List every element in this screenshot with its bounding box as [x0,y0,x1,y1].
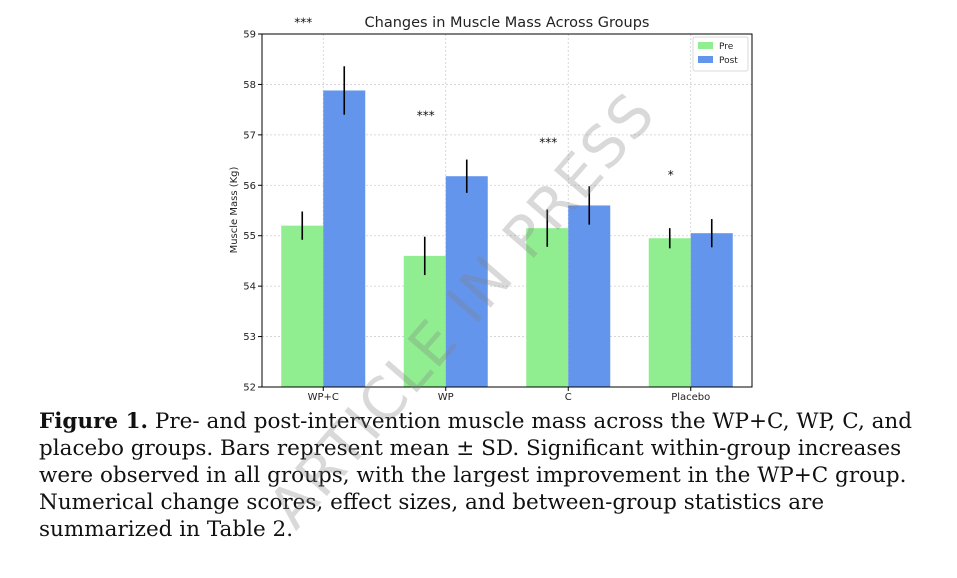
bar-post-placebo [690,233,733,387]
significance-marker: *** [417,109,435,123]
figure-caption: Figure 1. Pre- and post-intervention mus… [39,408,939,543]
y-tick-label: 55 [243,231,256,242]
y-tick-label: 56 [243,181,256,192]
bar-pre-c [526,228,569,387]
legend-swatch-post [698,56,713,63]
y-tick-label: 52 [243,383,256,394]
y-tick-label: 53 [243,332,256,343]
y-tick-label: 59 [243,30,256,41]
bar-post-c [568,205,611,387]
significance-marker: *** [294,15,312,29]
x-tick-label: WP+C [308,392,339,400]
bar-post-wpc [323,90,366,387]
legend-label-post: Post [719,56,738,66]
x-tick-label: WP [438,392,454,400]
y-axis-label: Muscle Mass (Kg) [229,166,240,253]
significance-marker: *** [539,135,557,149]
bar-pre-wp [403,255,446,387]
legend: Pre Post [692,36,749,72]
bar-chart: Changes in Muscle Mass Across Groups ***… [229,15,753,400]
chart-title: Changes in Muscle Mass Across Groups [365,15,650,31]
y-tick-label: 54 [243,282,256,293]
legend-swatch-pre [698,42,713,49]
x-tick-label: Placebo [671,392,710,400]
figure-label: Figure 1. [39,409,149,434]
legend-label-pre: Pre [719,42,734,52]
x-tick-label: C [565,392,572,400]
y-tick-label: 58 [243,80,256,91]
bar-pre-placebo [648,238,691,387]
y-tick-label: 57 [243,130,256,141]
caption-text: Pre- and post-intervention muscle mass a… [39,409,913,542]
axes-frame [261,33,753,388]
bar-pre-wpc [281,225,324,387]
bar-post-wp [445,176,488,387]
significance-marker: * [668,168,674,182]
